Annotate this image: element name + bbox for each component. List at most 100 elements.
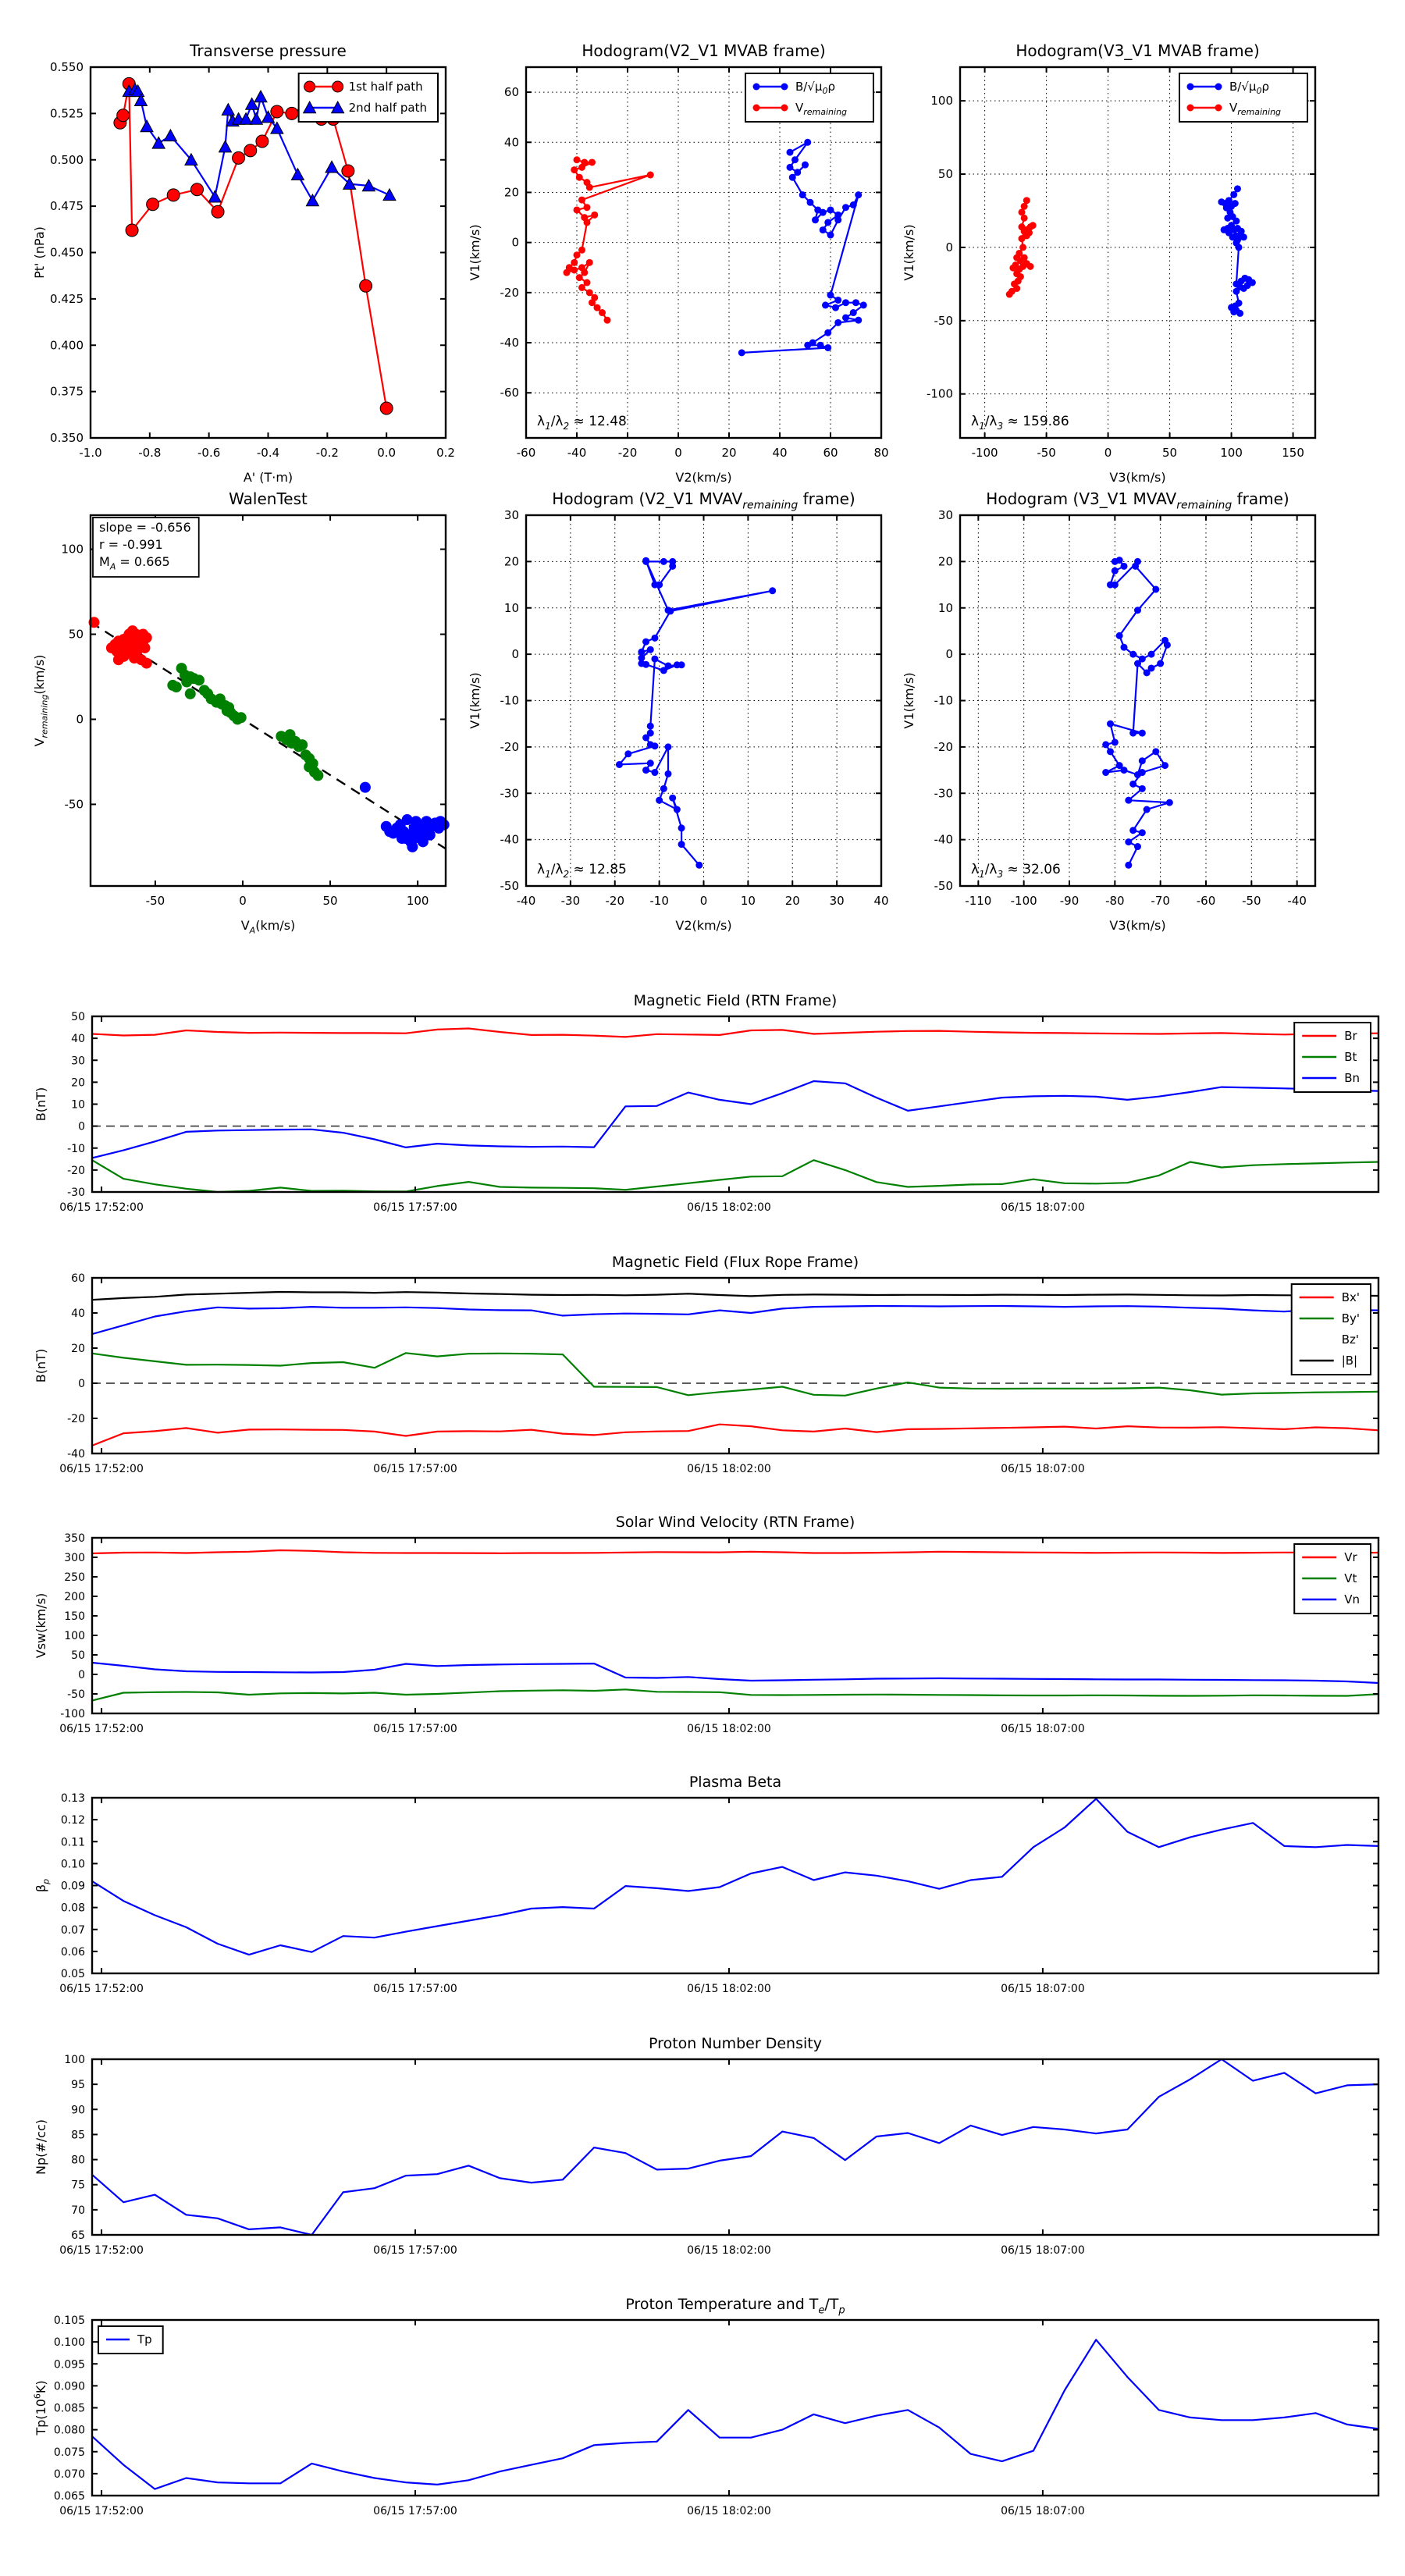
point-V	[678, 661, 685, 669]
y-tick-label: 0	[511, 647, 519, 661]
point-V	[656, 796, 663, 804]
y-tick-label: -30	[500, 786, 520, 800]
point-2nd half path	[239, 112, 253, 125]
y-tick-label: 0.450	[50, 246, 84, 260]
x-tick-label: 06/15 18:07:00	[1001, 1463, 1085, 1475]
x-tick-label: 06/15 18:07:00	[1001, 2244, 1085, 2257]
x-tick-label: -60	[1197, 894, 1216, 908]
chart-title: Solar Wind Velocity (RTN Frame)	[616, 1514, 855, 1531]
x-tick-label: 06/15 18:07:00	[1001, 2505, 1085, 2517]
chart-proton-temperature: 06/15 17:52:00 06/15 17:57:00 06/15 18:02:…	[0, 2279, 1405, 2560]
point-V	[1138, 769, 1146, 777]
legend-label: Vr	[1344, 1550, 1357, 1564]
y-tick-label: 0.400	[50, 338, 84, 352]
point-Vremaining	[563, 269, 571, 276]
chart-svg-proton-density: 06/15 17:52:00 06/15 17:57:00 06/15 18:02:…	[34, 2035, 1380, 2257]
point-V	[1134, 607, 1141, 614]
y-tick-label: 0.11	[61, 1836, 85, 1848]
point-B	[824, 329, 832, 336]
chart-svg-hodogram-v3v1-mvab: -100 -50 0 50 100 150 -100 -50 0 50 100 Hodogram(V3…	[902, 41, 1317, 484]
point-V	[638, 648, 646, 656]
point-V	[1129, 729, 1137, 737]
point-V	[660, 785, 667, 792]
y-tick-label: 250	[64, 1571, 85, 1584]
point-V	[646, 722, 654, 730]
point-V	[642, 734, 650, 742]
point-V	[642, 638, 650, 646]
legend-marker	[752, 83, 760, 91]
legend: Br Bt Bn	[1293, 1022, 1371, 1093]
y-tick-label: 0.500	[50, 153, 84, 167]
chart-svg-proton-temp: 06/15 17:52:00 06/15 17:57:00 06/15 18:02:…	[33, 2296, 1380, 2517]
point-Vremaining	[1019, 244, 1027, 251]
point-last-interval	[396, 832, 407, 844]
legend-label: |B|	[1342, 1354, 1357, 1368]
series-Vremaining	[565, 158, 652, 322]
point-V	[1120, 767, 1128, 774]
point-V	[1165, 799, 1173, 806]
y-tick-label: 30	[71, 1055, 85, 1067]
point-2nd half path	[305, 193, 320, 207]
point-2nd half path	[151, 136, 166, 149]
legend-label: Vt	[1344, 1571, 1357, 1585]
point-Vremaining	[578, 283, 585, 291]
chart-svg-walen-test: -50 0 50 100 -50 0 50 100 WalenTest VA(km/s) Vrema…	[32, 489, 450, 935]
point-V	[651, 634, 659, 642]
series-beta-p	[91, 1798, 1380, 1956]
chart-title: Magnetic Field (RTN Frame)	[634, 992, 838, 1009]
x-tick-label: 06/15 17:57:00	[373, 1201, 457, 1214]
point-V	[673, 806, 681, 813]
point-V	[1111, 567, 1119, 575]
point-Vremaining	[1009, 264, 1017, 272]
point-2nd half path	[218, 140, 233, 153]
point-Vremaining	[1020, 227, 1028, 235]
legend-label: B/√μ0ρ	[795, 80, 835, 96]
x-tick-label: -30	[561, 894, 581, 908]
point-B	[827, 206, 834, 214]
y-axis-label: B(nT)	[34, 1087, 48, 1121]
point-2nd half path	[133, 93, 148, 107]
y-tick-label: 90	[71, 2104, 85, 2116]
legend: Vr Vt Vn	[1293, 1543, 1371, 1614]
y-axis-label: Vremaining(km/s)	[32, 655, 49, 747]
legend-label: 2nd half path	[349, 101, 427, 115]
y-tick-label: -30	[934, 786, 954, 800]
series-Vr	[91, 1549, 1380, 1555]
point-V	[1125, 838, 1133, 846]
x-tick-label: 06/15 18:07:00	[1001, 1201, 1085, 1214]
point-middle-interval	[170, 681, 182, 693]
y-axis-label: V1(km/s)	[902, 672, 916, 728]
axes-box	[959, 66, 1317, 439]
point-V	[1111, 581, 1119, 589]
x-tick-label: -0.8	[138, 446, 161, 460]
point-Vremaining	[571, 258, 578, 266]
x-tick-label: -0.4	[257, 446, 279, 460]
point-V	[664, 770, 672, 777]
y-tick-label: 100	[61, 543, 84, 557]
point-B	[1230, 308, 1238, 316]
point-B	[738, 349, 745, 357]
chart-title: WalenTest	[229, 489, 308, 508]
point-B	[824, 343, 832, 351]
chart-title: Transverse pressure	[189, 41, 347, 60]
point-B	[822, 301, 829, 309]
y-axis-label: V1(km/s)	[468, 672, 482, 728]
point-V	[1138, 829, 1146, 837]
series-V	[1104, 559, 1171, 866]
point-Vremaining	[1029, 222, 1037, 229]
point-Vremaining	[578, 163, 585, 171]
y-tick-label: -20	[934, 740, 954, 754]
point-Vremaining	[573, 251, 581, 259]
point-B	[834, 296, 842, 304]
x-tick-label: -40	[1287, 894, 1307, 908]
point-V	[646, 760, 654, 767]
axes-box	[91, 2058, 1380, 2236]
point-V	[1115, 632, 1123, 639]
point-B	[849, 309, 857, 317]
point-B	[834, 318, 842, 326]
x-tick-label: 06/15 18:02:00	[687, 2505, 771, 2517]
point-last-interval	[438, 819, 450, 831]
x-tick-label: 150	[1282, 446, 1304, 460]
point-B	[819, 208, 827, 216]
point-B	[832, 304, 839, 311]
